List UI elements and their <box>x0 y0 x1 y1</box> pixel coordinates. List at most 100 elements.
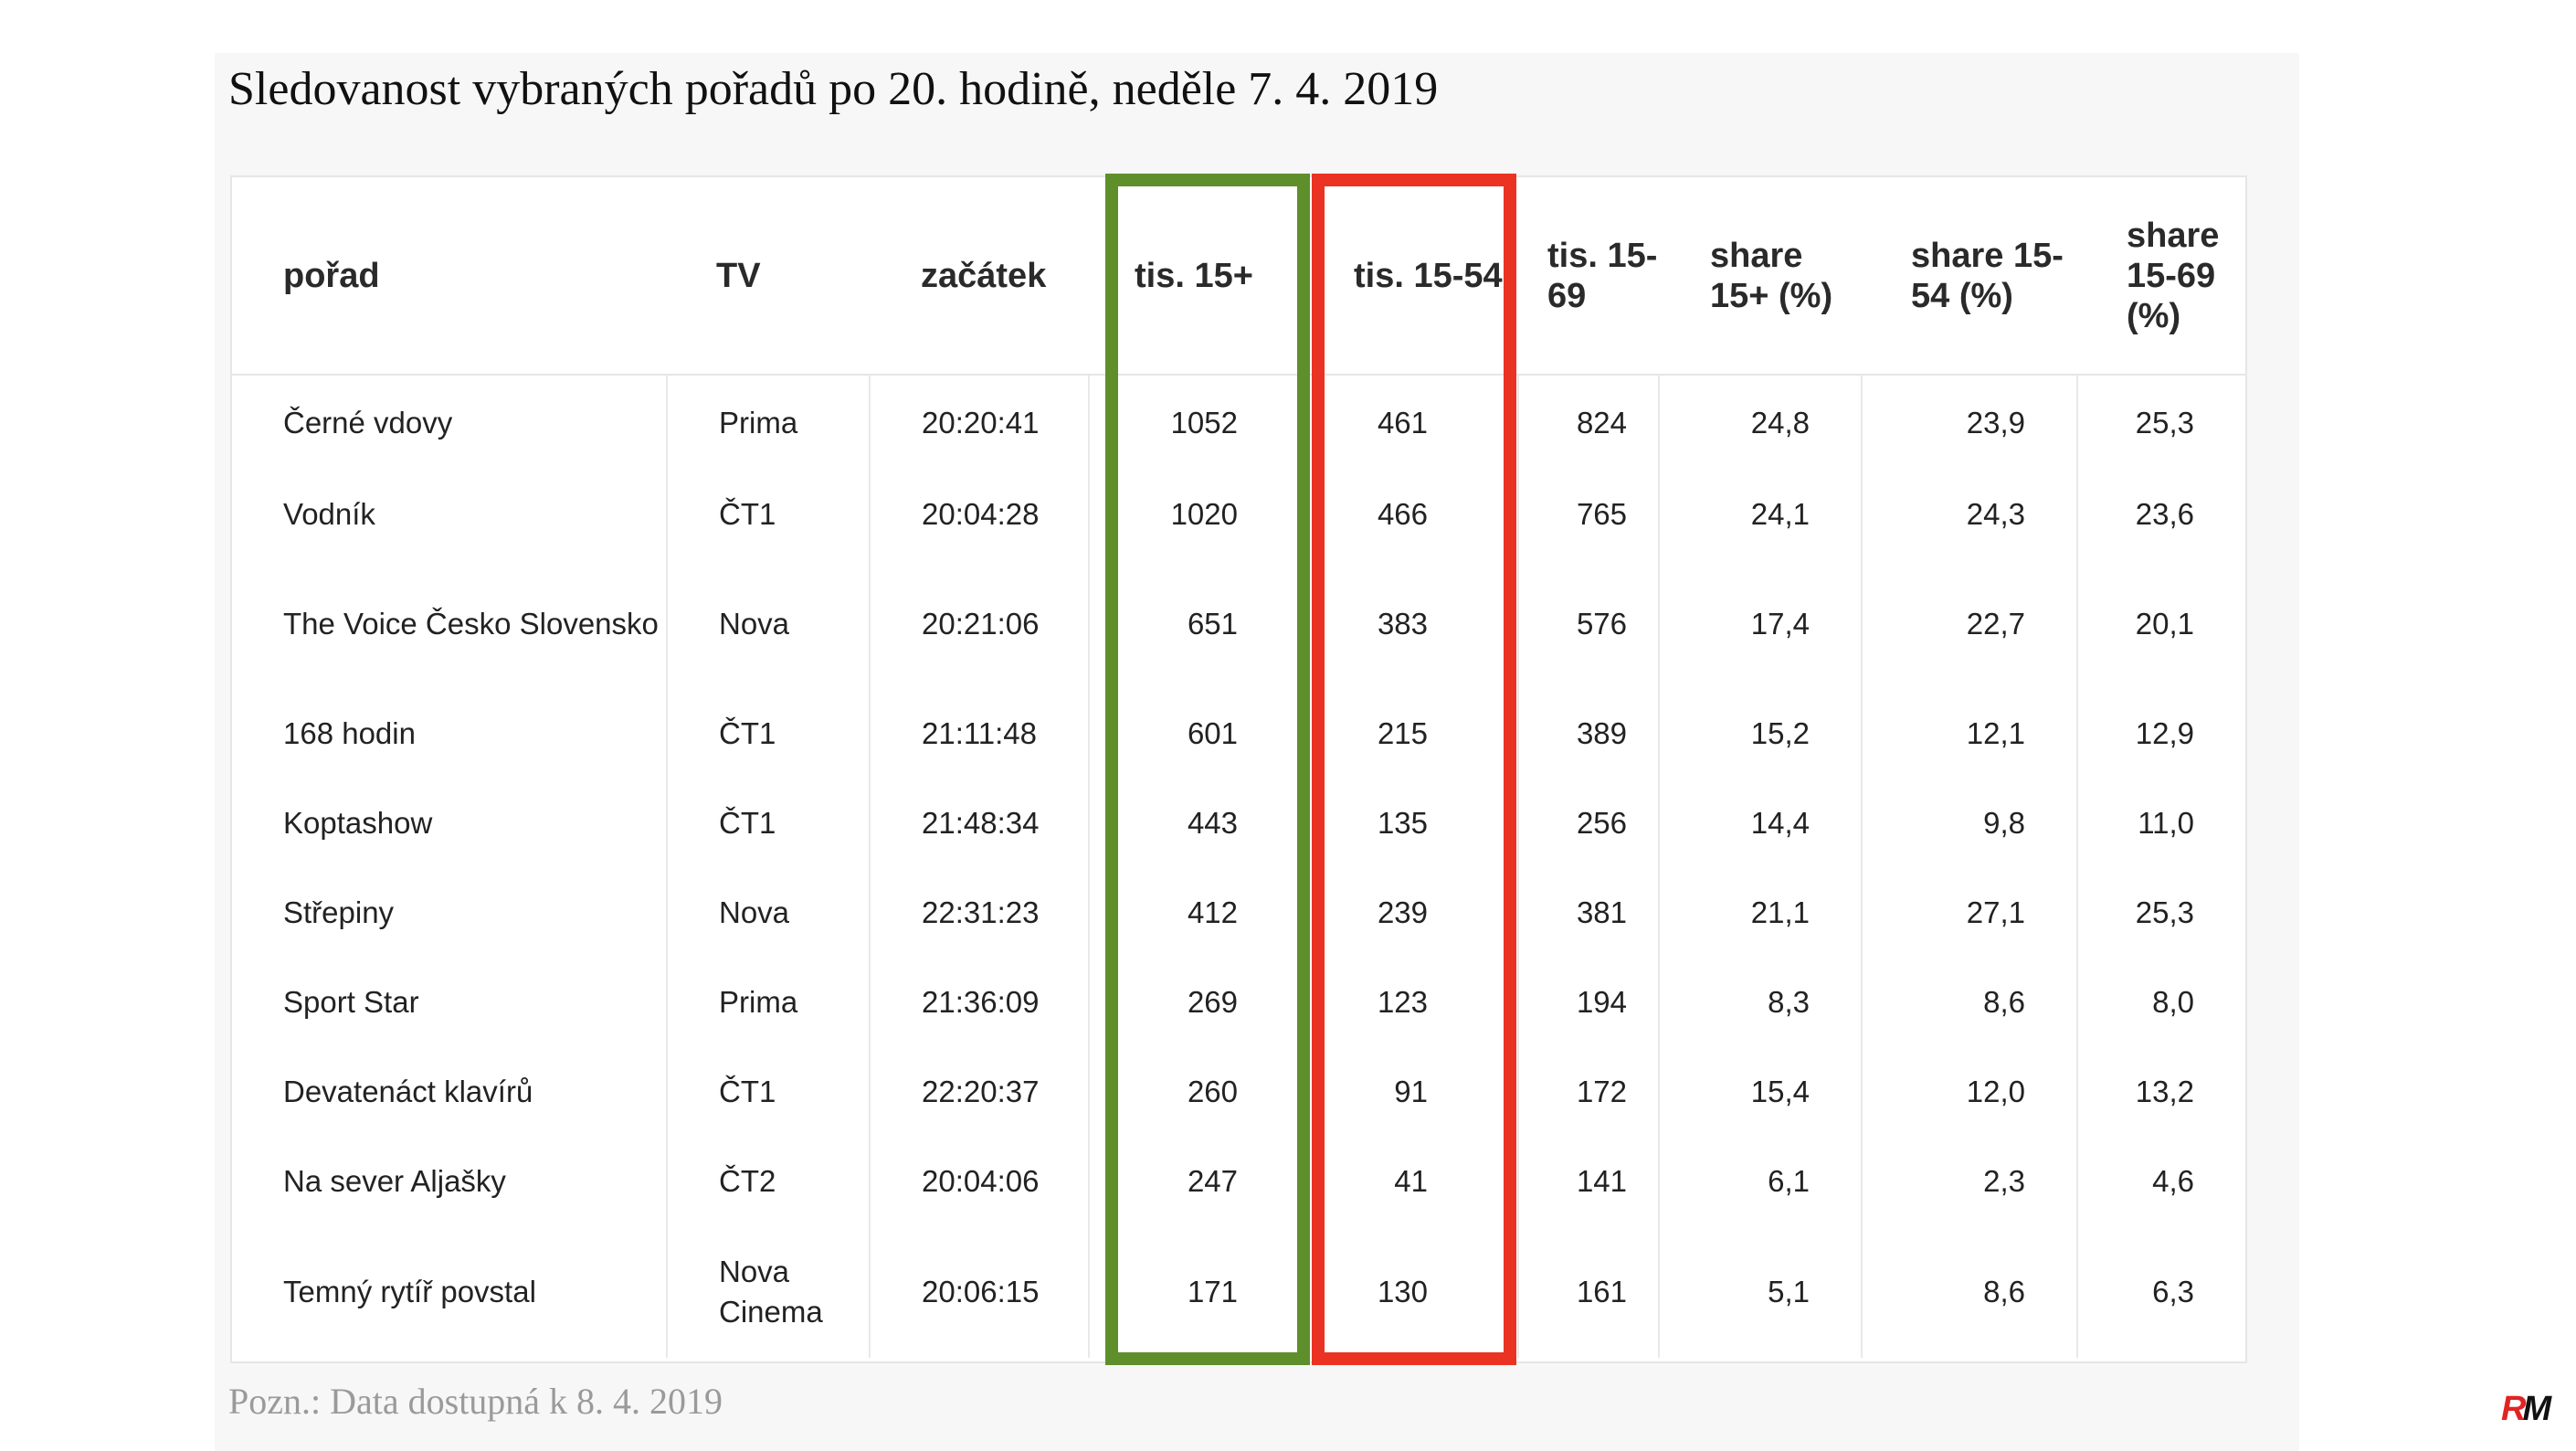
cell-tis-15-69: 381 <box>1518 868 1660 958</box>
cell-tis-15-69: 141 <box>1518 1137 1660 1226</box>
cell-show: 168 hodin <box>232 689 668 778</box>
cell-share-15-69: 13,2 <box>2135 1075 2194 1108</box>
cell-show: Koptashow <box>232 778 668 868</box>
cell-tis-15plus: 171 <box>1089 1226 1318 1358</box>
table-body: Černé vdovy Prima 20:20:41 1052 461 824 24,8 23… <box>232 375 2245 1358</box>
header-tis-15-54: tis. 15-54 <box>1317 177 1518 376</box>
footnote: Pozn.: Data dostupná k 8. 4. 2019 <box>228 1381 723 1422</box>
cell-share-15plus: 17,4 <box>1659 559 1863 689</box>
cell-share-15-54: 8,6 <box>1862 1226 2078 1358</box>
cell-tis-15plus: 247 <box>1089 1137 1318 1226</box>
cell-share-15-54: 22,7 <box>1862 559 2078 689</box>
cell-share-15-54: 8,6 <box>1862 958 2078 1047</box>
cell-share-15-54: 9,8 <box>1862 778 2078 868</box>
cell-start: 20:21:06 <box>870 559 1090 689</box>
table-row: Vodník ČT1 20:04:28 1020 466 765 24,1 24,3 23,6 <box>232 470 2245 559</box>
cell-share-15-69: 12,9 <box>2135 716 2194 750</box>
cell-tv: ČT2 <box>667 1137 871 1226</box>
cell-start: 21:11:48 <box>870 689 1090 778</box>
cell-tv: Prima <box>667 375 871 470</box>
table-row: The Voice Česko Slovensko Nova 20:21:06 651… <box>232 559 2245 689</box>
header-tis-15plus: tis. 15+ <box>1089 177 1317 376</box>
cell-show: Sport Star <box>232 958 668 1047</box>
cell-share-15-69: 25,3 <box>2135 405 2194 440</box>
cell-tv: ČT1 <box>667 689 871 778</box>
cell-tv: ČT1 <box>667 470 871 559</box>
cell-tis-15-54: 135 <box>1317 778 1519 868</box>
cell-tis-15plus: 260 <box>1089 1047 1318 1137</box>
header-tis-15-69: tis. 15-69 <box>1518 177 1659 376</box>
header-start: začátek <box>870 177 1089 376</box>
table-row: Koptashow ČT1 21:48:34 443 135 256 14,4 9,8 11,0 <box>232 778 2245 868</box>
cell-share-15plus: 8,3 <box>1659 958 1863 1047</box>
cell-tis-15-69: 824 <box>1518 375 1660 470</box>
cell-share-15plus: 14,4 <box>1659 778 1863 868</box>
header-share-15-54: share 15-54 (%) <box>1862 177 2077 376</box>
cell-start: 22:31:23 <box>870 868 1090 958</box>
cell-start: 20:06:15 <box>870 1226 1090 1358</box>
cell-share-15plus: 5,1 <box>1659 1226 1863 1358</box>
cell-tis-15-69: 576 <box>1518 559 1660 689</box>
table-row: Na sever Aljašky ČT2 20:04:06 247 41 141 6,1 2,… <box>232 1137 2245 1226</box>
cell-start: 20:20:41 <box>870 375 1090 470</box>
cell-show: Na sever Aljašky <box>232 1137 668 1226</box>
cell-tis-15plus: 651 <box>1089 559 1318 689</box>
cell-tis-15plus: 412 <box>1089 868 1318 958</box>
cell-tis-15-54: 123 <box>1317 958 1519 1047</box>
cell-share-15-69: 6,3 <box>2152 1275 2194 1308</box>
cell-start: 21:36:09 <box>870 958 1090 1047</box>
cell-start: 22:20:37 <box>870 1047 1090 1137</box>
cell-share-15-69: 4,6 <box>2152 1164 2194 1198</box>
cell-share-15plus: 15,2 <box>1659 689 1863 778</box>
table-row: Devatenáct klavírů ČT1 22:20:37 260 91 172 15,… <box>232 1047 2245 1137</box>
ratings-table: pořad TV začátek tis. 15+ tis. 15-54 tis… <box>232 177 2245 1358</box>
cell-show: Devatenáct klavírů <box>232 1047 668 1137</box>
page-title: Sledovanost vybraných pořadů po 20. hodi… <box>228 63 1439 115</box>
cell-tis-15-54: 239 <box>1317 868 1519 958</box>
header-show: pořad <box>232 177 667 376</box>
table-row: Temný rytíř povstal Nova Cinema 20:06:15 17… <box>232 1226 2245 1358</box>
cell-share-15-54: 27,1 <box>1862 868 2078 958</box>
cell-tis-15plus: 443 <box>1089 778 1318 868</box>
header-share-15-69: share 15-69 (%) <box>2077 177 2245 376</box>
cell-share-15-54: 23,9 <box>1862 375 2078 470</box>
cell-tis-15-54: 41 <box>1317 1137 1519 1226</box>
cell-tis-15-54: 215 <box>1317 689 1519 778</box>
cell-tis-15-54: 91 <box>1317 1047 1519 1137</box>
cell-share-15plus: 24,8 <box>1659 375 1863 470</box>
cell-share-15-69: 8,0 <box>2152 985 2194 1019</box>
cell-share-15plus: 24,1 <box>1659 470 1863 559</box>
cell-start: 20:04:06 <box>870 1137 1090 1226</box>
cell-tis-15-69: 256 <box>1518 778 1660 868</box>
cell-show: Vodník <box>232 470 668 559</box>
cell-tv: Nova <box>667 868 871 958</box>
cell-share-15plus: 6,1 <box>1659 1137 1863 1226</box>
cell-tis-15plus: 1020 <box>1089 470 1318 559</box>
cell-share-15-54: 2,3 <box>1862 1137 2078 1226</box>
table-row: Střepiny Nova 22:31:23 412 239 381 21,1 27,1 25,… <box>232 868 2245 958</box>
cell-show: The Voice Česko Slovensko <box>232 559 668 689</box>
table-header-row: pořad TV začátek tis. 15+ tis. 15-54 tis… <box>232 177 2245 376</box>
cell-start: 21:48:34 <box>870 778 1090 868</box>
cell-tis-15-69: 389 <box>1518 689 1660 778</box>
cell-share-15-54: 12,0 <box>1862 1047 2078 1137</box>
cell-tis-15-69: 161 <box>1518 1226 1660 1358</box>
cell-share-15-54: 24,3 <box>1862 470 2078 559</box>
cell-tis-15-54: 461 <box>1317 375 1519 470</box>
table-row: 168 hodin ČT1 21:11:48 601 215 389 15,2 12,1 12,… <box>232 689 2245 778</box>
cell-tv: Nova Cinema <box>667 1226 871 1358</box>
cell-tv: ČT1 <box>667 1047 871 1137</box>
cell-tis-15-69: 172 <box>1518 1047 1660 1137</box>
cell-tis-15-69: 194 <box>1518 958 1660 1047</box>
cell-show: Černé vdovy <box>232 375 668 470</box>
cell-share-15-69: 20,1 <box>2135 607 2194 641</box>
table-row: Černé vdovy Prima 20:20:41 1052 461 824 24,8 23… <box>232 375 2245 470</box>
table-row: Sport Star Prima 21:36:09 269 123 194 8,3 8,6 8,… <box>232 958 2245 1047</box>
cell-share-15-54: 12,1 <box>1862 689 2078 778</box>
cell-share-15-69: 25,3 <box>2135 895 2194 929</box>
cell-tis-15-54: 130 <box>1317 1226 1519 1358</box>
cell-tis-15-69: 765 <box>1518 470 1660 559</box>
ratings-table-container: pořad TV začátek tis. 15+ tis. 15-54 tis… <box>230 175 2247 1363</box>
header-share-15plus: share 15+ (%) <box>1659 177 1862 376</box>
cell-tis-15-54: 383 <box>1317 559 1519 689</box>
